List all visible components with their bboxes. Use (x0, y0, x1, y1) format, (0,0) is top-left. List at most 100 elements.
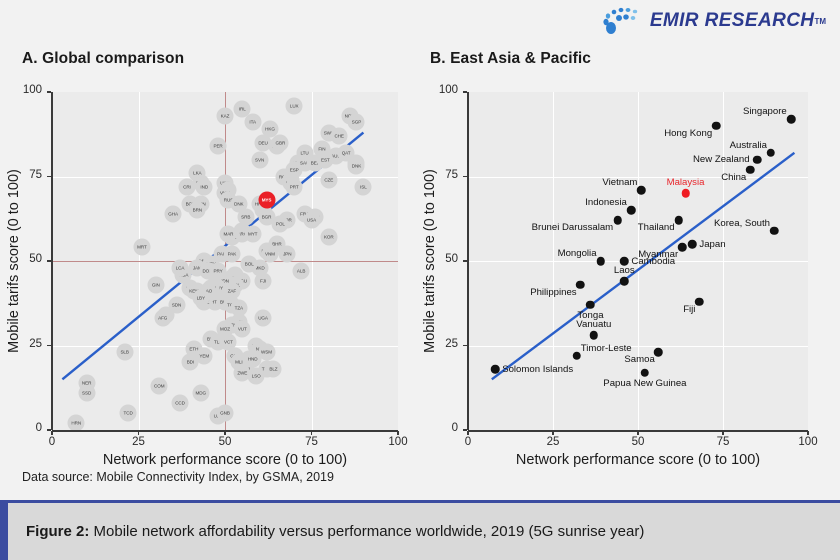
data-point (613, 216, 622, 225)
country-bubble: BOL (240, 255, 258, 273)
data-point (620, 256, 629, 266)
country-bubble: USA (303, 211, 320, 229)
country-bubble: CCD (171, 394, 189, 412)
x-axis-tick (637, 431, 639, 435)
figure-caption-text: Mobile network affordability versus perf… (93, 523, 645, 540)
country-bubble: MOZ (216, 320, 234, 338)
country-bubble: SGP (347, 113, 365, 131)
country-bubble: TCD (119, 404, 137, 422)
panel-global-comparison: A. Global comparison KAZLUXIRLNORSGPHKGS… (0, 40, 420, 468)
logo-trademark: TM (814, 16, 826, 26)
country-bubble: BGR (258, 208, 276, 226)
y-axis-title: Mobile tarifs score (0 to 100) (6, 169, 22, 353)
y-axis-tick-label: 0 (35, 422, 42, 434)
country-bubble: LCA (171, 259, 189, 277)
y-axis-tick-label: 50 (29, 253, 42, 265)
x-axis-tick (467, 431, 469, 435)
country-bubble: CRI (178, 178, 196, 196)
data-point-label: Samoa (624, 354, 655, 366)
x-axis-tick (552, 431, 554, 435)
y-axis-tick (47, 429, 51, 431)
y-axis-tick-label: 100 (22, 84, 42, 96)
x-axis-tick-label: 100 (798, 436, 818, 448)
data-point-label: Solomon Islands (502, 363, 574, 375)
data-point-label: Philippines (530, 286, 577, 298)
y-axis-tick-label: 100 (438, 84, 458, 96)
data-point (589, 331, 599, 340)
country-bubble: CZE (320, 171, 338, 189)
x-axis-tick-label: 0 (464, 436, 472, 448)
country-bubble: BLZ (264, 360, 282, 378)
country-bubble: HRN (67, 414, 85, 432)
gridline-vertical (723, 92, 724, 430)
data-point (490, 364, 500, 374)
gridline-vertical (638, 92, 639, 430)
data-point (637, 185, 646, 195)
y-axis-tick (47, 260, 51, 262)
country-bubble: LSO (247, 367, 265, 385)
panel-east-asia-pacific: B. East Asia & Pacific Singapore Hong Kon… (420, 40, 840, 468)
data-point (640, 368, 650, 377)
data-point-label: Tonga (577, 309, 604, 321)
data-point-label: Australia (729, 139, 767, 151)
data-point-label: Cambodia (631, 255, 676, 267)
data-point-label: Papua New Guinea (603, 377, 687, 389)
data-point-label: Malaysia (666, 177, 705, 189)
scatter-plot-global: KAZLUXIRLNORSGPHKGSWECHEITAPERDEUAUTGBRL… (52, 92, 398, 432)
x-axis-tick-label: 50 (218, 436, 232, 448)
x-axis-tick-label: 25 (546, 436, 560, 448)
data-point-label: Singapore (743, 106, 787, 118)
country-bubble: DNK (347, 157, 365, 175)
data-point-label: Mongolia (557, 248, 597, 259)
country-bubble: KOR (320, 228, 338, 246)
x-axis-line (468, 430, 808, 432)
figure-caption: Figure 2: Mobile network affordability v… (26, 523, 644, 540)
data-point-label: Indonesia (585, 197, 627, 209)
figure-caption-bar: Figure 2: Mobile network affordability v… (0, 500, 840, 560)
country-bubble: ISL (354, 178, 372, 196)
x-axis-tick (722, 431, 724, 435)
country-bubble: DEU (254, 134, 272, 152)
country-bubble: GHA (164, 205, 182, 223)
scatter-plot-east-asia: Singapore Hong Kong Australia New Zealand Ch… (468, 92, 808, 430)
country-bubble: BRN (188, 201, 206, 219)
x-axis-tick (807, 431, 809, 435)
gridline-horizontal (468, 176, 808, 178)
data-point-label: Thailand (637, 222, 675, 234)
data-point (572, 351, 582, 360)
country-bubble: GNB (216, 404, 234, 422)
data-point (654, 348, 663, 357)
country-bubble: DNK (230, 195, 248, 213)
y-axis-tick (463, 260, 467, 262)
country-bubble: GBR (271, 134, 289, 152)
x-axis-tick-label: 0 (48, 436, 56, 448)
data-source-note: Data source: Mobile Connectivity Index, … (22, 470, 334, 484)
data-point (752, 155, 762, 164)
x-axis-title: Network performance score (0 to 100) (515, 452, 761, 468)
x-axis-tick (137, 431, 140, 435)
x-axis-tick-label: 100 (388, 436, 408, 448)
y-axis-tick (463, 91, 467, 93)
country-bubble: UGA (254, 309, 272, 327)
data-point (786, 114, 796, 124)
country-bubble: VNM (261, 245, 279, 263)
x-axis-tick (397, 431, 399, 435)
data-point (745, 165, 755, 174)
figure-label: Figure 2: (26, 523, 90, 540)
country-bubble-highlight: MYS (258, 191, 276, 209)
country-bubble: WSM (258, 343, 276, 361)
x-axis-tick-label: 75 (716, 436, 730, 448)
data-point (620, 277, 629, 286)
y-axis-tick-label: 25 (29, 337, 42, 350)
data-point-label: Myanmar (638, 249, 679, 261)
country-bubble: CHE (330, 127, 348, 145)
data-point (586, 300, 595, 310)
y-axis-tick-label: 25 (445, 337, 458, 350)
country-bubble: MRT (133, 238, 151, 256)
country-bubble: PER (209, 137, 227, 155)
x-axis-tick-label: 25 (132, 436, 145, 448)
country-bubble: LBY (192, 289, 210, 307)
data-point-label: Brunei Darussalam (531, 222, 614, 234)
y-axis-line (467, 92, 469, 430)
country-bubble: LUX (285, 97, 303, 115)
